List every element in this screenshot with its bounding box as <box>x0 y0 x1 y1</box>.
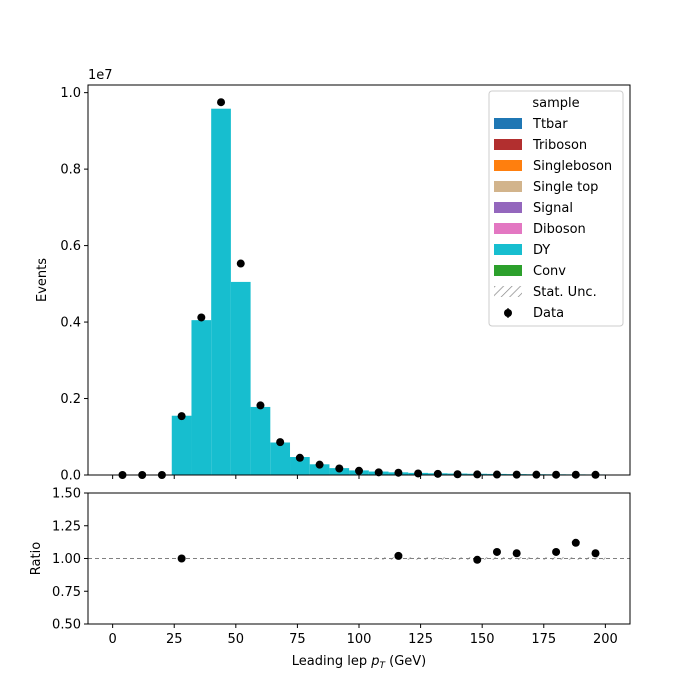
y-tick-label: 0.2 <box>60 392 81 407</box>
legend-swatch <box>494 265 522 276</box>
y-tick-label: 0.0 <box>60 469 81 484</box>
legend-entry: Data <box>504 306 564 321</box>
y-tick-label: 0.4 <box>60 316 81 331</box>
ratio-y-tick-label: 1.50 <box>52 487 81 502</box>
y-scale-label: 1e7 <box>88 68 113 83</box>
main-y-axis-label: Events <box>35 258 50 302</box>
dy-bar <box>250 406 271 475</box>
legend-hatch-swatch <box>494 286 522 297</box>
legend-swatch <box>494 139 522 150</box>
ratio-y-axis-label: Ratio <box>29 542 44 575</box>
legend-entry: Triboson <box>494 138 587 153</box>
legend-entry: Singleboson <box>494 159 612 174</box>
x-tick-label: 75 <box>289 632 306 647</box>
x-tick-label: 125 <box>408 632 433 647</box>
dy-bar <box>211 108 231 476</box>
dy-bar <box>230 281 251 475</box>
legend-label: DY <box>533 243 550 258</box>
ratio-y-tick-label: 0.75 <box>52 585 81 600</box>
legend-label: Stat. Unc. <box>533 285 597 300</box>
ratio-y-tick-label: 1.00 <box>52 552 81 567</box>
legend-swatch <box>494 223 522 234</box>
legend-label: Single top <box>533 180 598 195</box>
data-point <box>433 469 442 478</box>
ratio-point <box>552 547 561 556</box>
legend-entry: Ttbar <box>494 117 568 132</box>
data-point <box>315 460 324 469</box>
data-point <box>256 401 265 410</box>
ratio-point <box>512 549 521 558</box>
dy-bar <box>171 415 192 475</box>
data-point <box>473 470 482 479</box>
ratio-point <box>394 551 403 560</box>
legend-entry: Diboson <box>494 222 586 237</box>
data-point <box>394 468 403 477</box>
legend-label: Data <box>533 306 564 321</box>
legend-label: Singleboson <box>533 159 612 174</box>
y-tick-label: 0.8 <box>60 163 81 178</box>
legend-entry: Single top <box>494 180 598 195</box>
legend-swatch <box>494 244 522 255</box>
x-tick-label: 0 <box>108 632 116 647</box>
legend-entry: Signal <box>494 201 573 216</box>
ratio-point <box>591 549 600 558</box>
y-tick-label: 0.6 <box>60 239 81 254</box>
legend-label: Triboson <box>532 138 587 153</box>
data-point <box>177 412 186 421</box>
ratio-plot: 0.50 0.75 1.00 1.25 1.50 0 25 50 75 100 125 150 175 2… <box>29 487 631 671</box>
data-point <box>197 313 206 322</box>
legend-label: Ttbar <box>532 117 568 132</box>
main-plot: 0.0 0.2 0.4 0.6 0.8 1.0 1e7 Events <box>35 68 631 484</box>
dy-bar <box>290 457 310 475</box>
data-point <box>374 468 383 477</box>
legend-label: Signal <box>533 201 573 216</box>
legend-box <box>488 90 624 327</box>
ratio-point <box>177 554 186 563</box>
ratio-point <box>492 547 501 556</box>
legend: sample Ttbar Triboson Singleboson Single top… <box>488 90 624 327</box>
legend-swatch <box>494 160 522 171</box>
x-tick-label: 25 <box>166 632 183 647</box>
data-point <box>217 98 226 107</box>
dy-bar <box>191 320 212 475</box>
legend-swatch <box>494 202 522 213</box>
x-tick-label: 175 <box>531 632 556 647</box>
legend-swatch <box>494 118 522 129</box>
legend-data-marker <box>504 309 512 317</box>
ratio-y-tick-label: 0.50 <box>52 618 81 633</box>
legend-label: Diboson <box>533 222 586 237</box>
dy-bar <box>309 464 330 475</box>
legend-entry: Stat. Unc. <box>494 285 597 300</box>
legend-entry: DY <box>494 243 550 258</box>
x-axis-label: Leading lep pT (GeV) <box>292 654 426 671</box>
ratio-point <box>571 538 580 547</box>
data-point <box>453 470 462 479</box>
x-tick-label: 150 <box>470 632 495 647</box>
data-point <box>355 466 363 475</box>
ratio-point <box>473 555 482 564</box>
x-tick-label: 100 <box>347 632 372 647</box>
legend-label: Conv <box>533 264 566 279</box>
legend-entry: Conv <box>494 264 566 279</box>
legend-title: sample <box>532 96 579 111</box>
dy-bar <box>270 442 291 475</box>
data-point <box>335 464 344 473</box>
data-point <box>236 259 245 268</box>
x-tick-label: 50 <box>228 632 245 647</box>
data-point <box>276 438 285 447</box>
ratio-y-tick-label: 1.25 <box>52 519 81 534</box>
legend-swatch <box>494 181 522 192</box>
data-point <box>295 453 304 462</box>
x-tick-label: 200 <box>593 632 618 647</box>
y-tick-label: 1.0 <box>60 86 81 101</box>
